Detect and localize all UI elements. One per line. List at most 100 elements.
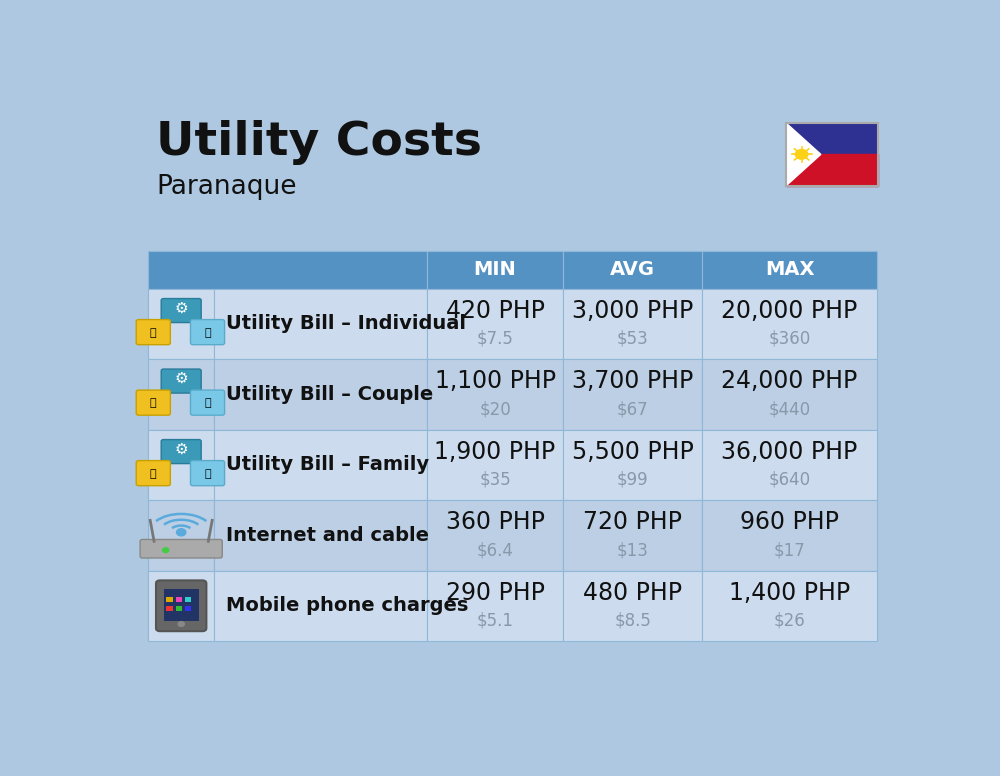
- Bar: [427, 570, 563, 641]
- Text: 🔌: 🔌: [150, 327, 157, 338]
- Text: Utility Bill – Couple: Utility Bill – Couple: [226, 385, 433, 404]
- Text: 24,000 PHP: 24,000 PHP: [721, 369, 858, 393]
- Text: 36,000 PHP: 36,000 PHP: [721, 440, 858, 463]
- Circle shape: [163, 548, 169, 553]
- Bar: [786, 123, 878, 185]
- Bar: [563, 251, 702, 289]
- Text: 🔌: 🔌: [150, 398, 157, 408]
- Text: 290 PHP: 290 PHP: [446, 580, 544, 605]
- Bar: [563, 359, 702, 430]
- Text: 3,700 PHP: 3,700 PHP: [572, 369, 693, 393]
- Bar: [702, 570, 877, 641]
- Text: $20: $20: [479, 400, 511, 418]
- FancyBboxPatch shape: [190, 320, 225, 345]
- FancyBboxPatch shape: [190, 390, 225, 415]
- Bar: [563, 500, 702, 570]
- FancyBboxPatch shape: [161, 439, 201, 463]
- Text: 5,500 PHP: 5,500 PHP: [572, 440, 694, 463]
- Text: 360 PHP: 360 PHP: [446, 510, 544, 534]
- Text: $53: $53: [617, 330, 648, 348]
- Text: ⚙: ⚙: [174, 442, 188, 457]
- Text: $26: $26: [774, 611, 805, 630]
- Text: 960 PHP: 960 PHP: [740, 510, 839, 534]
- Text: 🚿: 🚿: [204, 327, 211, 338]
- FancyBboxPatch shape: [136, 320, 170, 345]
- Text: Mobile phone charges: Mobile phone charges: [226, 596, 468, 615]
- Text: Utility Bill – Family: Utility Bill – Family: [226, 456, 429, 474]
- Bar: [563, 430, 702, 500]
- Bar: [148, 359, 214, 430]
- Text: $7.5: $7.5: [477, 330, 514, 348]
- Circle shape: [795, 150, 808, 159]
- Bar: [176, 606, 182, 611]
- Bar: [166, 598, 173, 602]
- Text: $640: $640: [768, 471, 811, 489]
- Text: $17: $17: [774, 541, 805, 559]
- Bar: [166, 606, 173, 611]
- Bar: [214, 289, 427, 359]
- Text: $6.4: $6.4: [477, 541, 514, 559]
- Text: 480 PHP: 480 PHP: [583, 580, 682, 605]
- Bar: [148, 289, 214, 359]
- FancyBboxPatch shape: [161, 299, 201, 323]
- Bar: [148, 251, 427, 289]
- Text: $67: $67: [617, 400, 648, 418]
- Bar: [427, 430, 563, 500]
- Bar: [214, 570, 427, 641]
- Bar: [427, 500, 563, 570]
- Text: AVG: AVG: [610, 261, 655, 279]
- Text: 1,900 PHP: 1,900 PHP: [434, 440, 556, 463]
- Text: $35: $35: [479, 471, 511, 489]
- Bar: [702, 289, 877, 359]
- Text: $5.1: $5.1: [477, 611, 514, 630]
- Bar: [148, 430, 214, 500]
- Text: $8.5: $8.5: [614, 611, 651, 630]
- FancyBboxPatch shape: [136, 390, 170, 415]
- Text: $440: $440: [768, 400, 811, 418]
- Text: $360: $360: [768, 330, 811, 348]
- Circle shape: [177, 528, 186, 536]
- Polygon shape: [786, 123, 878, 154]
- Bar: [185, 598, 191, 602]
- Bar: [214, 500, 427, 570]
- Text: ⚙: ⚙: [174, 371, 188, 386]
- FancyBboxPatch shape: [156, 580, 206, 631]
- FancyBboxPatch shape: [136, 461, 170, 486]
- Text: 🔌: 🔌: [150, 469, 157, 479]
- FancyBboxPatch shape: [190, 461, 225, 486]
- Bar: [702, 430, 877, 500]
- Text: Utility Costs: Utility Costs: [156, 120, 482, 165]
- Bar: [563, 570, 702, 641]
- Bar: [176, 598, 182, 602]
- Text: 20,000 PHP: 20,000 PHP: [721, 299, 858, 323]
- FancyBboxPatch shape: [161, 369, 201, 393]
- Bar: [427, 289, 563, 359]
- Text: MAX: MAX: [765, 261, 814, 279]
- Bar: [214, 430, 427, 500]
- Text: 1,100 PHP: 1,100 PHP: [435, 369, 556, 393]
- Bar: [427, 251, 563, 289]
- Bar: [148, 570, 214, 641]
- Text: 1,400 PHP: 1,400 PHP: [729, 580, 850, 605]
- Bar: [427, 359, 563, 430]
- Text: 🚿: 🚿: [204, 398, 211, 408]
- Circle shape: [178, 622, 184, 626]
- Bar: [185, 606, 191, 611]
- Polygon shape: [786, 123, 821, 185]
- Polygon shape: [786, 154, 878, 185]
- Text: Internet and cable: Internet and cable: [226, 526, 429, 545]
- FancyBboxPatch shape: [140, 539, 222, 558]
- Text: 720 PHP: 720 PHP: [583, 510, 682, 534]
- Text: 🚿: 🚿: [204, 469, 211, 479]
- Text: $13: $13: [617, 541, 649, 559]
- Text: 3,000 PHP: 3,000 PHP: [572, 299, 693, 323]
- Text: ⚙: ⚙: [174, 301, 188, 316]
- Bar: [786, 123, 878, 185]
- Bar: [702, 500, 877, 570]
- Bar: [702, 359, 877, 430]
- FancyBboxPatch shape: [164, 589, 199, 621]
- Text: 420 PHP: 420 PHP: [446, 299, 544, 323]
- Text: Utility Bill – Individual: Utility Bill – Individual: [226, 314, 466, 333]
- Bar: [148, 500, 214, 570]
- Text: MIN: MIN: [474, 261, 516, 279]
